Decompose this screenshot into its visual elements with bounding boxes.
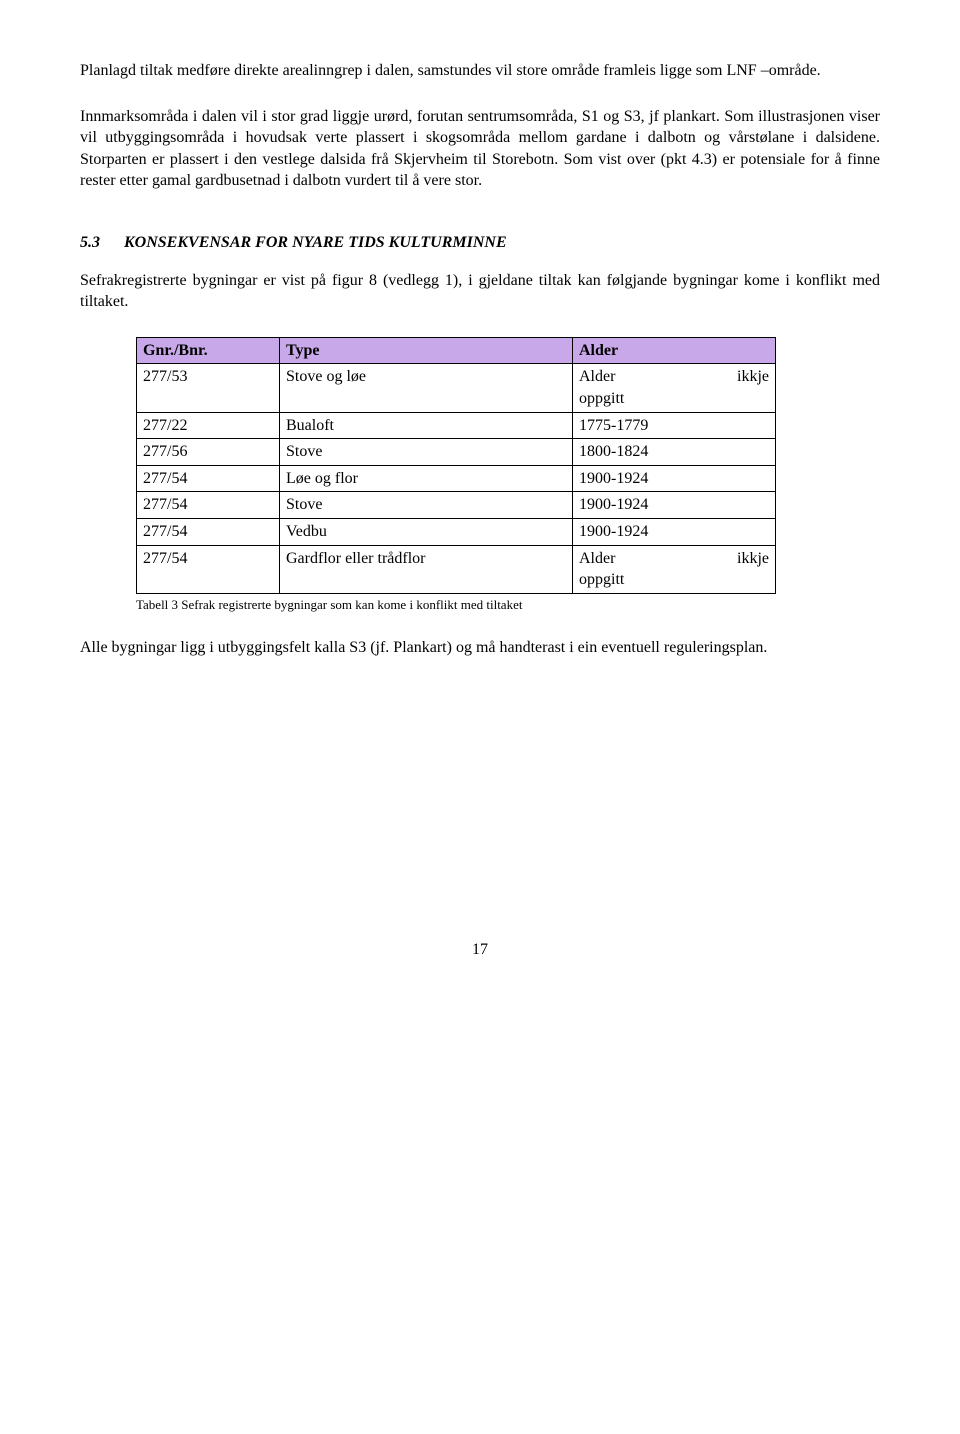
table-cell: 277/56: [137, 439, 280, 466]
table-header-cell: Gnr./Bnr.: [137, 337, 280, 364]
table-cell: 277/53: [137, 364, 280, 412]
table-cell: Alderikkjeoppgitt: [573, 364, 776, 412]
table-row: 277/54Løe og flor1900-1924: [137, 465, 776, 492]
table-cell: 277/54: [137, 465, 280, 492]
table-cell: 277/54: [137, 492, 280, 519]
table-row: 277/56Stove1800-1824: [137, 439, 776, 466]
table-cell: Stove: [280, 492, 573, 519]
table-caption: Tabell 3 Sefrak registrerte bygningar so…: [136, 596, 880, 614]
table-cell: Løe og flor: [280, 465, 573, 492]
table-cell: Gardflor eller trådflor: [280, 545, 573, 593]
paragraph-1: Planlagd tiltak medføre direkte arealinn…: [80, 60, 880, 82]
section-heading: 5.3 KONSEKVENSAR FOR NYARE TIDS KULTURMIN…: [80, 232, 880, 254]
buildings-table: Gnr./Bnr.TypeAlder 277/53Stove og løeAld…: [136, 337, 776, 594]
section-number: 5.3: [80, 232, 100, 254]
table-header-row: Gnr./Bnr.TypeAlder: [137, 337, 776, 364]
table-cell: Vedbu: [280, 518, 573, 545]
table-cell: 1900-1924: [573, 492, 776, 519]
table-cell: Alderikkjeoppgitt: [573, 545, 776, 593]
table-header-cell: Alder: [573, 337, 776, 364]
page-number: 17: [80, 939, 880, 961]
table-wrapper: Gnr./Bnr.TypeAlder 277/53Stove og løeAld…: [136, 337, 880, 613]
table-cell: 277/22: [137, 412, 280, 439]
section-intro: Sefrakregistrerte bygningar er vist på f…: [80, 270, 880, 313]
table-row: 277/54Gardflor eller trådflorAlderikkjeo…: [137, 545, 776, 593]
table-cell: Stove og løe: [280, 364, 573, 412]
table-cell: Bualoft: [280, 412, 573, 439]
paragraph-2: Innmarksområda i dalen vil i stor grad l…: [80, 106, 880, 192]
table-header-cell: Type: [280, 337, 573, 364]
table-row: 277/22Bualoft1775-1779: [137, 412, 776, 439]
table-row: 277/54Vedbu1900-1924: [137, 518, 776, 545]
table-cell: 277/54: [137, 545, 280, 593]
table-cell: Stove: [280, 439, 573, 466]
table-row: 277/54Stove1900-1924: [137, 492, 776, 519]
table-cell: 1775-1779: [573, 412, 776, 439]
section-title: KONSEKVENSAR FOR NYARE TIDS KULTURMINNE: [124, 234, 507, 251]
table-cell: 1800-1824: [573, 439, 776, 466]
table-cell: 1900-1924: [573, 465, 776, 492]
table-cell: 1900-1924: [573, 518, 776, 545]
table-row: 277/53Stove og løeAlderikkjeoppgitt: [137, 364, 776, 412]
closing-paragraph: Alle bygningar ligg i utbyggingsfelt kal…: [80, 637, 880, 659]
table-cell: 277/54: [137, 518, 280, 545]
